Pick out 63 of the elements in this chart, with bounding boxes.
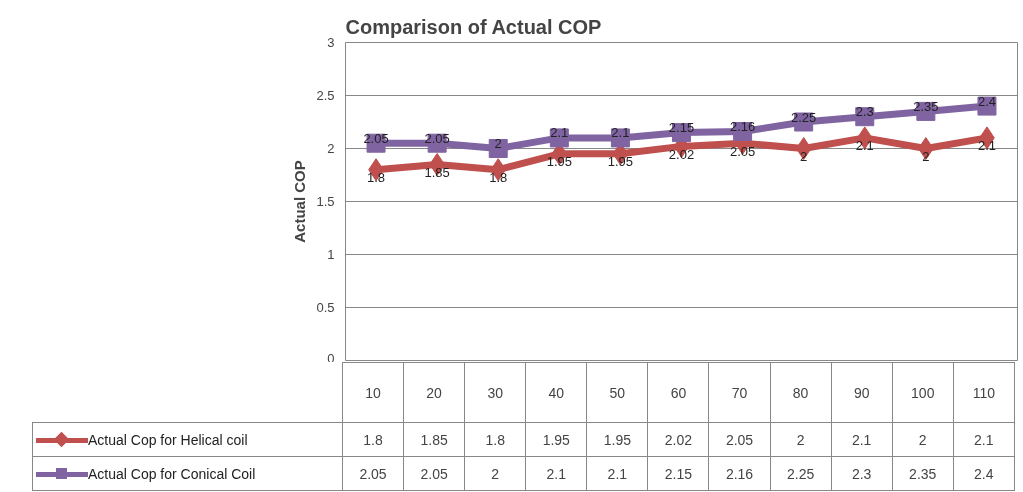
x-tick-label: 110 <box>953 362 1015 423</box>
data-label: 1.95 <box>586 422 648 457</box>
annotation: 2.3 <box>855 104 874 120</box>
data-label: 1.85 <box>403 422 465 457</box>
annotation: 2.1 <box>977 138 996 154</box>
data-label: 2.3 <box>831 456 893 491</box>
data-label: 2.05 <box>342 456 404 491</box>
annotation: 2.25 <box>791 109 817 125</box>
legend-label: Actual Cop for Conical Coil <box>32 456 343 491</box>
data-label: 1.95 <box>525 422 587 457</box>
x-tick-label: 90 <box>831 362 893 423</box>
y-tick-label: 2.5 <box>316 88 335 103</box>
annotation: 2.15 <box>668 120 695 136</box>
data-label: 2.16 <box>708 456 771 491</box>
annotation: 2.1 <box>611 125 630 141</box>
y-axis-title: Actual COP <box>291 160 309 243</box>
x-tick-label: 70 <box>708 362 771 423</box>
data-label: 2 <box>892 422 954 457</box>
annotation: 2.1 <box>550 125 569 141</box>
annotation: 1.85 <box>424 164 450 180</box>
x-tick-label: 80 <box>770 362 832 423</box>
x-tick-label: 40 <box>525 362 587 423</box>
annotation: 2.05 <box>729 143 756 159</box>
data-label: 1.8 <box>342 422 404 457</box>
annotation: 2.4 <box>977 93 996 109</box>
x-tick-label: 10 <box>342 362 404 423</box>
y-tick-label: 1.5 <box>316 194 335 209</box>
data-label: 2.1 <box>525 456 587 491</box>
annotation: 2 <box>494 136 502 151</box>
annotation: 2.16 <box>729 119 756 135</box>
x-tick-label: 30 <box>464 362 526 423</box>
data-label: 2 <box>464 456 526 491</box>
x-tick-label: 60 <box>647 362 709 423</box>
annotation: 2.02 <box>668 146 695 162</box>
data-label: 2.05 <box>708 422 771 457</box>
annotation: 1.8 <box>367 170 386 186</box>
y-tick-label: 0 <box>327 350 335 366</box>
y-tick-label: 3 <box>327 35 335 50</box>
data-label: 2.35 <box>892 456 954 491</box>
chart-title: Comparison of Actual COP <box>345 15 602 38</box>
x-tick-label: 50 <box>586 362 648 423</box>
legend-label: Actual Cop for Helical coil <box>32 422 343 457</box>
data-label: 1.8 <box>464 422 526 457</box>
data-label: 2.02 <box>647 422 709 457</box>
y-tick-label: 0.5 <box>316 300 335 315</box>
data-label: 2.1 <box>831 422 893 457</box>
annotation: 2.35 <box>913 98 939 114</box>
annotation: 2.1 <box>855 138 874 154</box>
y-tick-label: 1 <box>327 247 335 262</box>
x-tick-label: 100 <box>892 362 954 423</box>
data-label: 2 <box>770 422 832 457</box>
data-label: 2.4 <box>953 456 1015 491</box>
annotation: 1.95 <box>546 154 572 170</box>
y-tick-label: 2 <box>327 141 335 156</box>
data-label: 2.05 <box>403 456 465 491</box>
data-label: 2.25 <box>770 456 832 491</box>
data-label: 2.1 <box>586 456 648 491</box>
data-label: 2.15 <box>647 456 709 491</box>
annotation: 1.8 <box>489 170 508 186</box>
x-tick-label: 20 <box>403 362 465 423</box>
annotation: 2.05 <box>424 130 450 146</box>
data-label: 2.1 <box>953 422 1015 457</box>
annotation: 1.95 <box>607 154 634 170</box>
